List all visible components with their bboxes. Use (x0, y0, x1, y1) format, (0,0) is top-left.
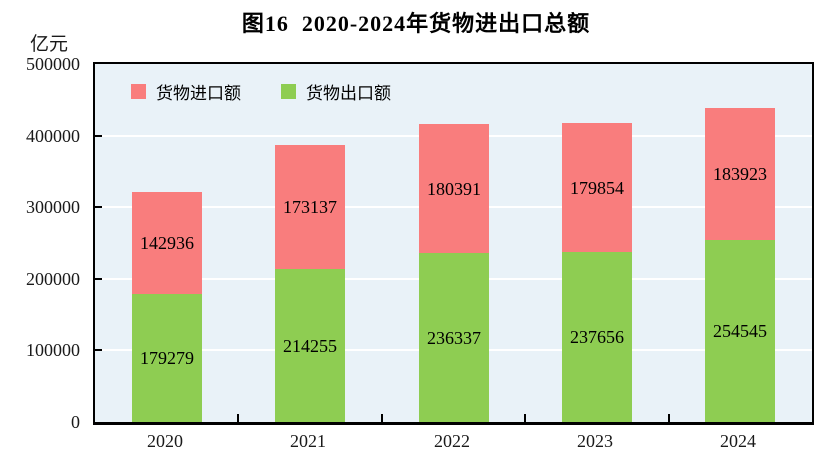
legend: 货物进口额 货物出口额 (131, 79, 391, 104)
legend-swatch (131, 84, 146, 99)
bar-segment: 179279 (132, 294, 202, 422)
bar-value-label: 180391 (427, 178, 481, 199)
x-axis-tick (237, 414, 239, 422)
bar-segment: 179854 (562, 123, 632, 252)
y-tick-label: 200000 (26, 269, 80, 289)
bar-value-label: 173137 (283, 197, 337, 217)
bar-value-label: 179854 (570, 177, 624, 198)
legend-swatch (281, 84, 296, 99)
y-axis-unit-label: 亿元 (30, 34, 69, 55)
y-axis-tick (95, 134, 102, 137)
bar-segment: 237656 (562, 252, 632, 422)
bar-value-label: 237656 (570, 327, 624, 347)
bar-segment: 173137 (275, 145, 345, 269)
y-tick-label: 500000 (26, 54, 80, 74)
x-axis-tick (668, 414, 670, 422)
bar-segment: 142936 (132, 192, 202, 294)
x-tick-label: 2021 (290, 431, 326, 451)
legend-item: 货物出口额 (281, 79, 391, 104)
bar-value-label: 183923 (713, 164, 767, 184)
x-tick-label: 2024 (720, 431, 756, 451)
x-axis-tick (381, 414, 383, 422)
bar-segment: 214255 (275, 269, 345, 422)
y-axis-labels: 0 100000 200000 300000 400000 500000 (0, 54, 86, 432)
bar-value-label: 214255 (283, 335, 337, 356)
y-axis-tick (95, 277, 102, 280)
y-axis-tick (95, 349, 102, 352)
plot-area: 货物进口额 货物出口额 179279 142936 214255 173137 23633… (93, 62, 814, 425)
legend-label: 货物出口额 (306, 84, 391, 103)
chart-title: 图16 2020-2024年货物进出口总额 (241, 11, 591, 36)
x-axis-tick (524, 414, 526, 422)
legend-item: 货物进口额 (131, 79, 241, 104)
bar-value-label: 179279 (140, 348, 194, 368)
y-tick-label: 0 (71, 412, 80, 432)
y-tick-label: 400000 (26, 126, 80, 146)
bar-value-label: 236337 (427, 327, 481, 348)
bar-segment: 236337 (419, 253, 489, 422)
y-axis-tick (95, 206, 102, 209)
x-tick-label: 2022 (434, 431, 470, 451)
bar-segment: 254545 (705, 240, 775, 422)
bar-segment: 183923 (705, 108, 775, 240)
y-tick-label: 100000 (26, 340, 80, 360)
legend-label: 货物进口额 (156, 84, 241, 103)
x-tick-label: 2023 (577, 431, 613, 451)
x-axis-labels: 2020 2021 2022 2023 2024 (93, 431, 814, 457)
bar-value-label: 142936 (140, 233, 194, 253)
bar-value-label: 254545 (713, 321, 767, 341)
x-tick-label: 2020 (147, 431, 183, 451)
y-tick-label: 300000 (26, 197, 80, 217)
bar-segment: 180391 (419, 124, 489, 253)
